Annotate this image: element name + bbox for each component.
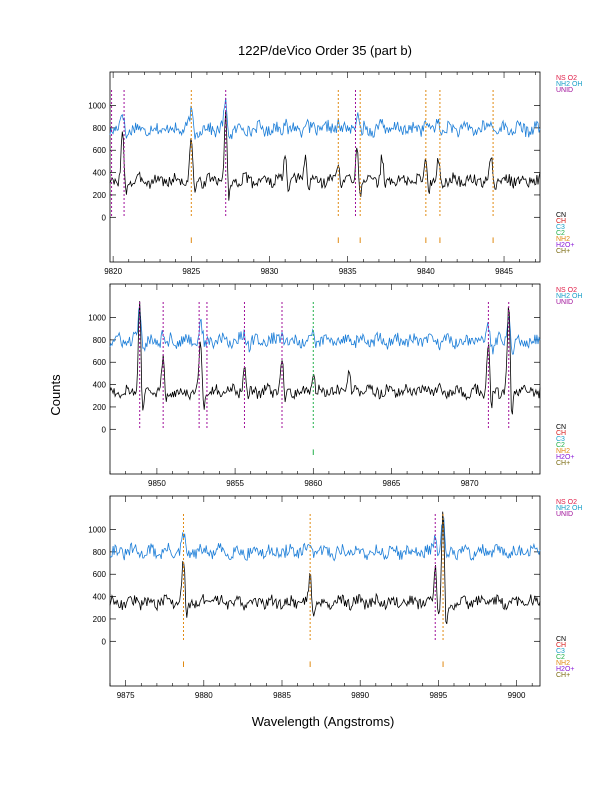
- object-spectrum: [109, 111, 541, 201]
- legend-bottom-item: C2: [556, 442, 565, 449]
- x-tick-label: 9870: [461, 479, 479, 488]
- x-tick-label: 9825: [182, 267, 200, 276]
- x-tick-label: 9820: [104, 267, 122, 276]
- legend-bottom-item: C3: [556, 436, 565, 443]
- legend-bottom-item: C2: [556, 654, 565, 661]
- legend-bottom-item: CH: [556, 218, 566, 225]
- x-tick-label: 9850: [148, 479, 166, 488]
- x-tick-label: 9880: [195, 691, 213, 700]
- object-spectrum: [109, 301, 541, 415]
- y-tick-label: 0: [102, 637, 107, 646]
- y-tick-label: 800: [93, 336, 107, 345]
- panel-3: 0 200 400 600 800 1000 9875 9880 9885 9890 9895 990…: [88, 495, 582, 700]
- y-tick-label: 400: [93, 381, 107, 390]
- legend-bottom-item: C3: [556, 648, 565, 655]
- object-spectrum: [109, 511, 541, 625]
- y-tick-label: 600: [93, 570, 107, 579]
- legend-bottom-item: NH2: [556, 236, 570, 243]
- legend-top-item: NS O2: [556, 287, 577, 294]
- chart-title: 122P/deVico Order 35 (part b): [238, 43, 412, 58]
- legend-bottom-item: NH2: [556, 660, 570, 667]
- x-tick-label: 9855: [226, 479, 244, 488]
- legend-top-item: UNID: [556, 299, 573, 306]
- y-tick-label: 200: [93, 403, 107, 412]
- y-tick-label: 0: [102, 213, 107, 222]
- legend-bottom-item: NH2: [556, 448, 570, 455]
- legend-top-item: UNID: [556, 511, 573, 518]
- y-tick-label: 600: [93, 146, 107, 155]
- x-tick-label: 9860: [304, 479, 322, 488]
- legend-top-item: NH2 OH: [556, 505, 582, 512]
- legend-bottom-item: H2O+: [556, 242, 574, 249]
- legend-top-item: NS O2: [556, 499, 577, 506]
- comparison-spectrum: [109, 517, 541, 562]
- y-tick-label: 1000: [88, 314, 106, 323]
- legend-bottom-item: C2: [556, 230, 565, 237]
- legend-top-item: NS O2: [556, 75, 577, 82]
- y-tick-label: 1000: [88, 526, 106, 535]
- x-tick-label: 9845: [495, 267, 513, 276]
- legend-bottom-item: H2O+: [556, 454, 574, 461]
- x-tick-label: 9840: [417, 267, 435, 276]
- comparison-spectrum: [109, 305, 541, 355]
- x-tick-label: 9885: [273, 691, 291, 700]
- legend-top-item: NH2 OH: [556, 293, 582, 300]
- plot-frame: [109, 495, 541, 687]
- x-tick-label: 9830: [261, 267, 279, 276]
- y-axis-label: Counts: [48, 374, 63, 416]
- x-tick-label: 9865: [383, 479, 401, 488]
- x-tick-label: 9900: [508, 691, 526, 700]
- legend-bottom-item: CH+: [556, 672, 570, 679]
- y-tick-label: 1000: [88, 102, 106, 111]
- legend-bottom-item: CN: [556, 212, 566, 219]
- y-tick-label: 800: [93, 124, 107, 133]
- x-tick-label: 9835: [339, 267, 357, 276]
- legend-bottom-item: CH: [556, 642, 566, 649]
- legend-bottom-item: CN: [556, 636, 566, 643]
- legend-top-item: NH2 OH: [556, 81, 582, 88]
- legend-bottom-item: CH: [556, 430, 566, 437]
- legend-top-item: UNID: [556, 87, 573, 94]
- legend-bottom-item: H2O+: [556, 666, 574, 673]
- legend-bottom-item: CN: [556, 424, 566, 431]
- y-tick-label: 400: [93, 593, 107, 602]
- y-tick-label: 600: [93, 358, 107, 367]
- y-tick-label: 200: [93, 615, 107, 624]
- x-tick-label: 9890: [351, 691, 369, 700]
- comparison-spectrum: [109, 97, 541, 140]
- x-tick-label: 9875: [117, 691, 135, 700]
- y-tick-label: 800: [93, 548, 107, 557]
- legend-bottom-item: CH+: [556, 248, 570, 255]
- plot-frame: [109, 283, 541, 475]
- x-tick-label: 9895: [429, 691, 447, 700]
- x-axis-label: Wavelength (Angstroms): [252, 714, 395, 729]
- panel-1: 0 200 400 600 800 1000 9820 9825 9830 9835 9840 984…: [88, 71, 582, 276]
- y-tick-label: 0: [102, 425, 107, 434]
- plot-frame: [109, 71, 541, 263]
- y-tick-label: 400: [93, 169, 107, 178]
- legend-bottom-item: CH+: [556, 460, 570, 467]
- y-tick-label: 200: [93, 191, 107, 200]
- legend-bottom-item: C3: [556, 224, 565, 231]
- panel-2: 0 200 400 600 800 1000 9850 9855 9860 9865 9870 NS …: [88, 283, 582, 488]
- panels-group: 0 200 400 600 800 1000 9820 9825 9830 9835 9840 984…: [88, 71, 582, 700]
